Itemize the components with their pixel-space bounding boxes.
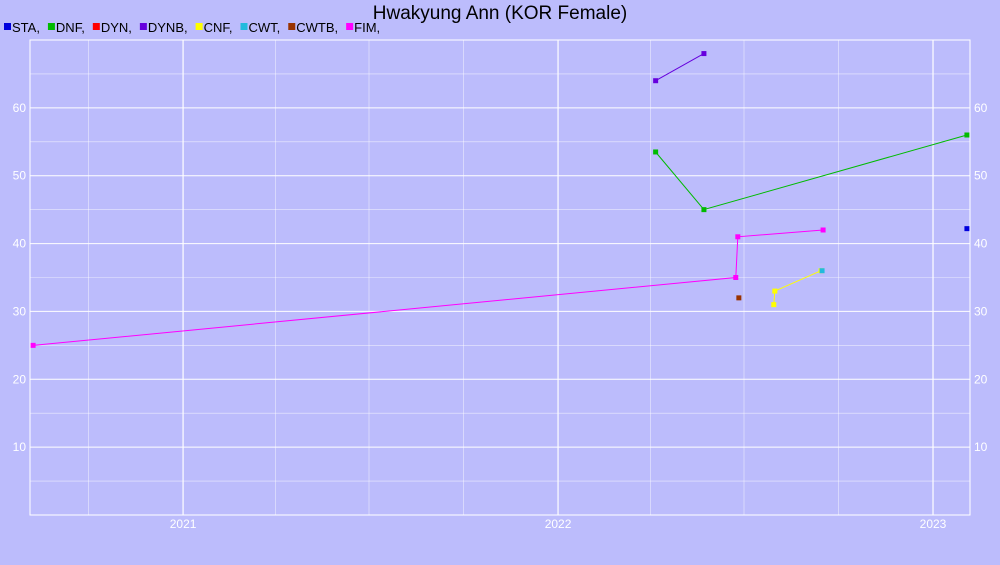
y-tick-label-left: 50 (13, 169, 27, 183)
grid (30, 40, 970, 515)
data-point (964, 132, 970, 138)
y-tick-label-left: 40 (13, 237, 27, 251)
series-dynb (653, 51, 707, 84)
data-point (733, 275, 739, 280)
chart-title: Hwakyung Ann (KOR Female) (373, 3, 628, 24)
series-fim (30, 227, 826, 348)
series-sta (964, 226, 970, 232)
y-tick-label-right: 50 (974, 169, 988, 183)
data-point (819, 268, 825, 274)
series-line (33, 229, 824, 346)
series-dnf (653, 132, 970, 213)
y-tick-label-right: 10 (974, 440, 988, 454)
data-point (820, 227, 826, 233)
legend-label: FIM, (354, 20, 380, 35)
data-point (701, 51, 707, 57)
series-cwt (819, 268, 825, 274)
data-point (772, 288, 778, 294)
legend-item-dyn: DYN, (92, 20, 132, 35)
legend-item-fim: FIM, (346, 20, 380, 35)
data-point (653, 78, 659, 84)
legend-swatch (4, 23, 11, 30)
y-tick-label-left: 30 (13, 304, 27, 318)
legend-swatch (240, 23, 248, 30)
legend-label: DYN, (101, 20, 132, 35)
y-axis-left: 10 20 30 40 50 60 (13, 101, 27, 454)
legend-item-sta: STA, (4, 20, 40, 35)
legend-label: DNF, (56, 20, 85, 35)
legend-swatch (139, 23, 147, 30)
legend-label: CWTB, (296, 20, 338, 35)
legend-swatch (288, 23, 296, 30)
legend-label: CWT, (248, 20, 280, 35)
series-cwtb (736, 295, 742, 301)
y-tick-label-left: 10 (13, 440, 27, 454)
legend-swatch (195, 23, 203, 30)
legend-item-cwt: CWT, (240, 20, 280, 35)
legend-item-dnf: DNF, (47, 20, 85, 35)
legend-item-dynb: DYNB, (139, 20, 188, 35)
data-point (30, 342, 36, 348)
data-point (701, 207, 707, 213)
y-tick-label-left: 60 (13, 101, 27, 115)
legend-swatch (92, 23, 100, 30)
data-point (736, 295, 742, 301)
series-group (30, 51, 970, 348)
y-tick-label-right: 30 (974, 304, 988, 318)
data-point (735, 234, 741, 240)
x-tick-label: 2021 (170, 517, 197, 531)
data-point (771, 302, 777, 308)
series-line (655, 53, 705, 82)
x-tick-label: 2023 (920, 517, 947, 531)
plot-area: 2021 2022 2023 10 20 30 40 50 60 10 20 30 40 50 60 (13, 39, 988, 531)
legend-label: DYNB, (148, 20, 188, 35)
data-point (653, 149, 659, 155)
legend-label: CNF, (204, 20, 233, 35)
y-tick-label-right: 40 (974, 237, 988, 251)
legend-item-cnf: CNF, (195, 20, 233, 35)
legend-swatch (47, 23, 55, 30)
data-point (964, 226, 970, 232)
y-tick-label-right: 60 (974, 101, 988, 115)
y-tick-label-right: 20 (974, 372, 988, 386)
legend-swatch (346, 23, 354, 30)
legend-item-cwtb: CWTB, (288, 20, 338, 35)
plot-frame (29, 39, 971, 516)
x-tick-label: 2022 (545, 517, 572, 531)
x-axis: 2021 2022 2023 (170, 517, 947, 531)
y-axis-right: 10 20 30 40 50 60 (974, 101, 988, 454)
legend-label: STA, (12, 20, 40, 35)
legend: STA, DNF, DYN, DYNB, CNF, CWT, CWTB, FIM, (4, 20, 380, 35)
y-tick-label-left: 20 (13, 372, 27, 386)
